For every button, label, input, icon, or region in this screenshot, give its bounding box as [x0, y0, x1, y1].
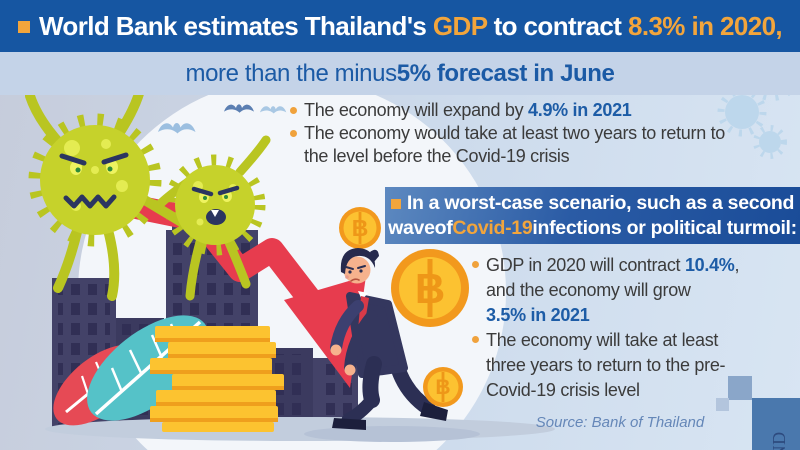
headline-highlight: 8.3% in 2020, [627, 10, 783, 41]
covid-highlight: Covid-19 [452, 216, 533, 239]
bullet-icon [290, 130, 297, 137]
virus-character-small [153, 135, 271, 301]
subheadline-regular: more than the minus [185, 59, 398, 87]
baht-coin-small-top: B [339, 207, 381, 249]
list-item: The economy will take at least three yea… [472, 328, 756, 403]
headline-highlight: GDP [432, 10, 488, 41]
box-marker-icon [390, 198, 401, 209]
list-item: The economy will expand by 4.9% in 2021 [290, 99, 752, 122]
bat-icons [158, 104, 287, 134]
worst-case-line2: waveof Covid-19 infections or political … [388, 216, 797, 241]
item-text: The economy will take at least three yea… [486, 330, 726, 400]
list-item-text: The economy would take at least two year… [304, 122, 752, 168]
corner-square-medium [728, 376, 752, 400]
worst-case-line1: In a worst-case scenario, such as a seco… [390, 191, 795, 216]
worst-case-text: infections or political turmoil: [532, 216, 797, 239]
item-text: The economy would take at least two year… [304, 123, 726, 166]
worst-case-list: GDP in 2020 will contract 10.4%, and the… [472, 253, 756, 403]
bullet-icon [472, 261, 479, 268]
list-item: The economy would take at least two year… [290, 122, 752, 168]
item-highlight: 4.9% in 2021 [528, 100, 632, 120]
list-item: GDP in 2020 will contract 10.4%, and the… [472, 253, 756, 328]
bullet-icon [472, 336, 479, 343]
item-text: , and the economy will grow [486, 255, 740, 300]
list-item-text: The economy will take at least three yea… [486, 328, 756, 403]
baht-coin-large: B [391, 249, 469, 327]
baseline-forecast-list: The economy will expand by 4.9% in 2021 … [290, 99, 752, 168]
headline-marker-icon [17, 21, 30, 33]
nation-thailand-logo: THENATION|THAILAND [768, 431, 790, 450]
headline-part: to contract [486, 10, 628, 41]
subheadline-bold: 5% forecast in June [396, 59, 615, 87]
headline-part: World Bank estimates Thailand's [38, 10, 433, 41]
man-shadow [304, 426, 480, 442]
item-text: GDP in 2020 will contract [486, 255, 685, 275]
list-item-text: GDP in 2020 will contract 10.4%, and the… [486, 253, 756, 328]
worst-case-text: In a worst-case scenario, such as a seco… [406, 191, 795, 214]
logo-thailand: THAILAND [769, 431, 790, 450]
worst-case-text: waveof [388, 216, 453, 239]
item-highlight: 10.4% [684, 255, 735, 275]
item-highlight: 3.5% in 2021 [486, 305, 590, 325]
source-credit: Source: Bank of Thailand [535, 414, 705, 431]
subheadline-bar: more than the minus 5% forecast in June [0, 52, 800, 95]
item-text: The economy will expand by [304, 100, 529, 120]
corner-square-dark [752, 398, 800, 450]
coin-stack [150, 326, 284, 432]
ground-shadow [45, 417, 555, 441]
headline-bar: World Bank estimates Thailand's GDP to c… [0, 0, 800, 52]
corner-square-small [716, 398, 729, 411]
baht-coin-small-bottom: B [423, 367, 463, 407]
list-item-text: The economy will expand by 4.9% in 2021 [304, 99, 632, 122]
worst-case-scenario-box: In a worst-case scenario, such as a seco… [385, 187, 800, 244]
bullet-icon [290, 107, 297, 114]
businessman-illustration [330, 248, 448, 430]
headline-text: World Bank estimates Thailand's GDP to c… [38, 10, 783, 42]
